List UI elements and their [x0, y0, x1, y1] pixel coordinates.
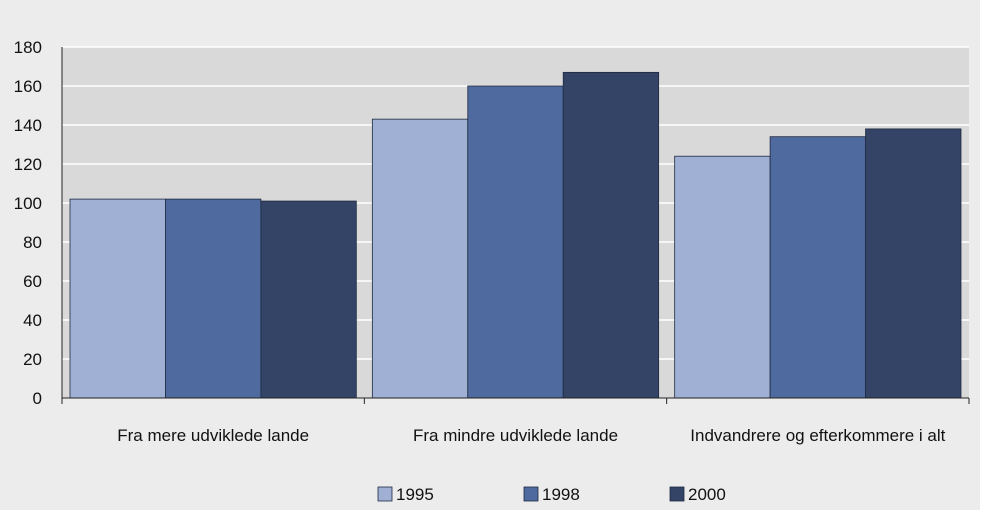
y-axis-ticks: 0 20 40 60 80 100 120 140 160 180 — [14, 38, 63, 408]
x-axis-categories: Fra mere udviklede lande Fra mindre udvik… — [61, 398, 970, 445]
category-label: Fra mindre udviklede lande — [413, 426, 618, 445]
bar-2000-2 — [865, 128, 962, 399]
y-tick-label: 120 — [14, 155, 42, 174]
bars — [69, 71, 962, 399]
y-tick-label: 20 — [23, 350, 42, 369]
legend-swatch-1998 — [523, 486, 539, 502]
bar-2000-0 — [260, 200, 357, 399]
bar-1998-0 — [165, 198, 262, 399]
bar-1998-2 — [769, 136, 866, 399]
y-tick-label: 60 — [23, 272, 42, 291]
legend-swatch-2000 — [669, 486, 685, 502]
legend-label-1998: 1998 — [542, 485, 580, 504]
y-tick-label: 160 — [14, 77, 42, 96]
legend-swatch-1995 — [377, 486, 393, 502]
legend-label-2000: 2000 — [688, 485, 726, 504]
legend-label-1995: 1995 — [396, 485, 434, 504]
y-tick-label: 100 — [14, 194, 42, 213]
category-label: Fra mere udviklede lande — [117, 426, 309, 445]
bar-1995-1 — [371, 118, 469, 399]
y-tick-label: 180 — [14, 38, 42, 57]
bar-1998-1 — [467, 85, 564, 399]
y-tick-label: 40 — [23, 311, 42, 330]
bar-1995-2 — [674, 155, 771, 399]
bar-1995-0 — [69, 198, 166, 399]
y-tick-label: 80 — [23, 233, 42, 252]
category-label: Indvandrere og efterkommere i alt — [690, 426, 945, 445]
legend: 1995 1998 2000 — [377, 485, 726, 504]
y-tick-label: 0 — [33, 389, 42, 408]
y-tick-label: 140 — [14, 116, 42, 135]
bar-2000-1 — [562, 71, 660, 399]
